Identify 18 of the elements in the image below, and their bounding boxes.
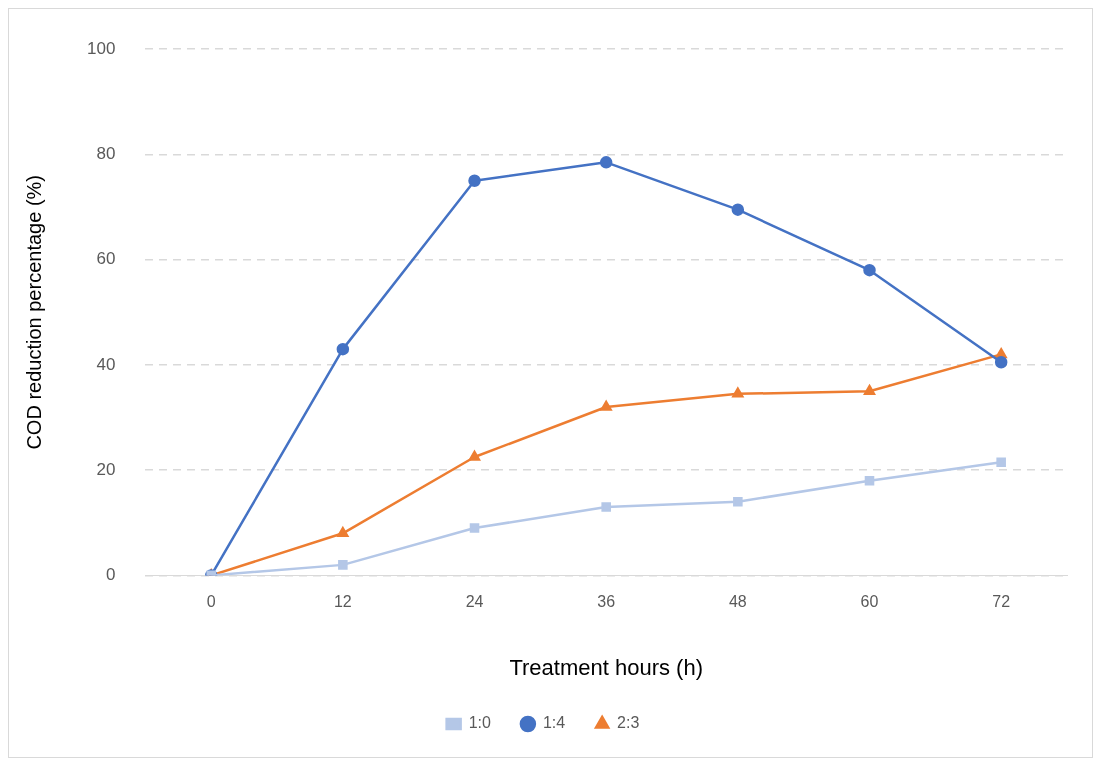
x-tick-label: 0 (206, 593, 216, 611)
x-tick-label: 36 (597, 593, 616, 611)
y-tick-label: 80 (96, 144, 116, 164)
legend-label: 1:4 (542, 714, 566, 732)
legend-label: 1:0 (468, 714, 491, 732)
legend-label: 2:3 (617, 714, 640, 732)
x-tick-label: 48 (728, 593, 747, 611)
y-tick-label: 40 (96, 354, 116, 374)
y-tick-label: 60 (96, 249, 116, 269)
y-tick-label: 100 (86, 38, 116, 58)
x-tick-label: 72 (992, 593, 1011, 611)
x-tick-label: 24 (465, 593, 484, 611)
x-axis-title: Treatment hours (h) (509, 654, 703, 680)
y-axis-title: COD reduction percentage (%) (22, 175, 45, 450)
y-tick-label: 20 (96, 459, 116, 479)
x-tick-label: 60 (860, 593, 879, 611)
y-tick-label: 0 (105, 565, 116, 585)
x-tick-label: 12 (333, 593, 352, 611)
